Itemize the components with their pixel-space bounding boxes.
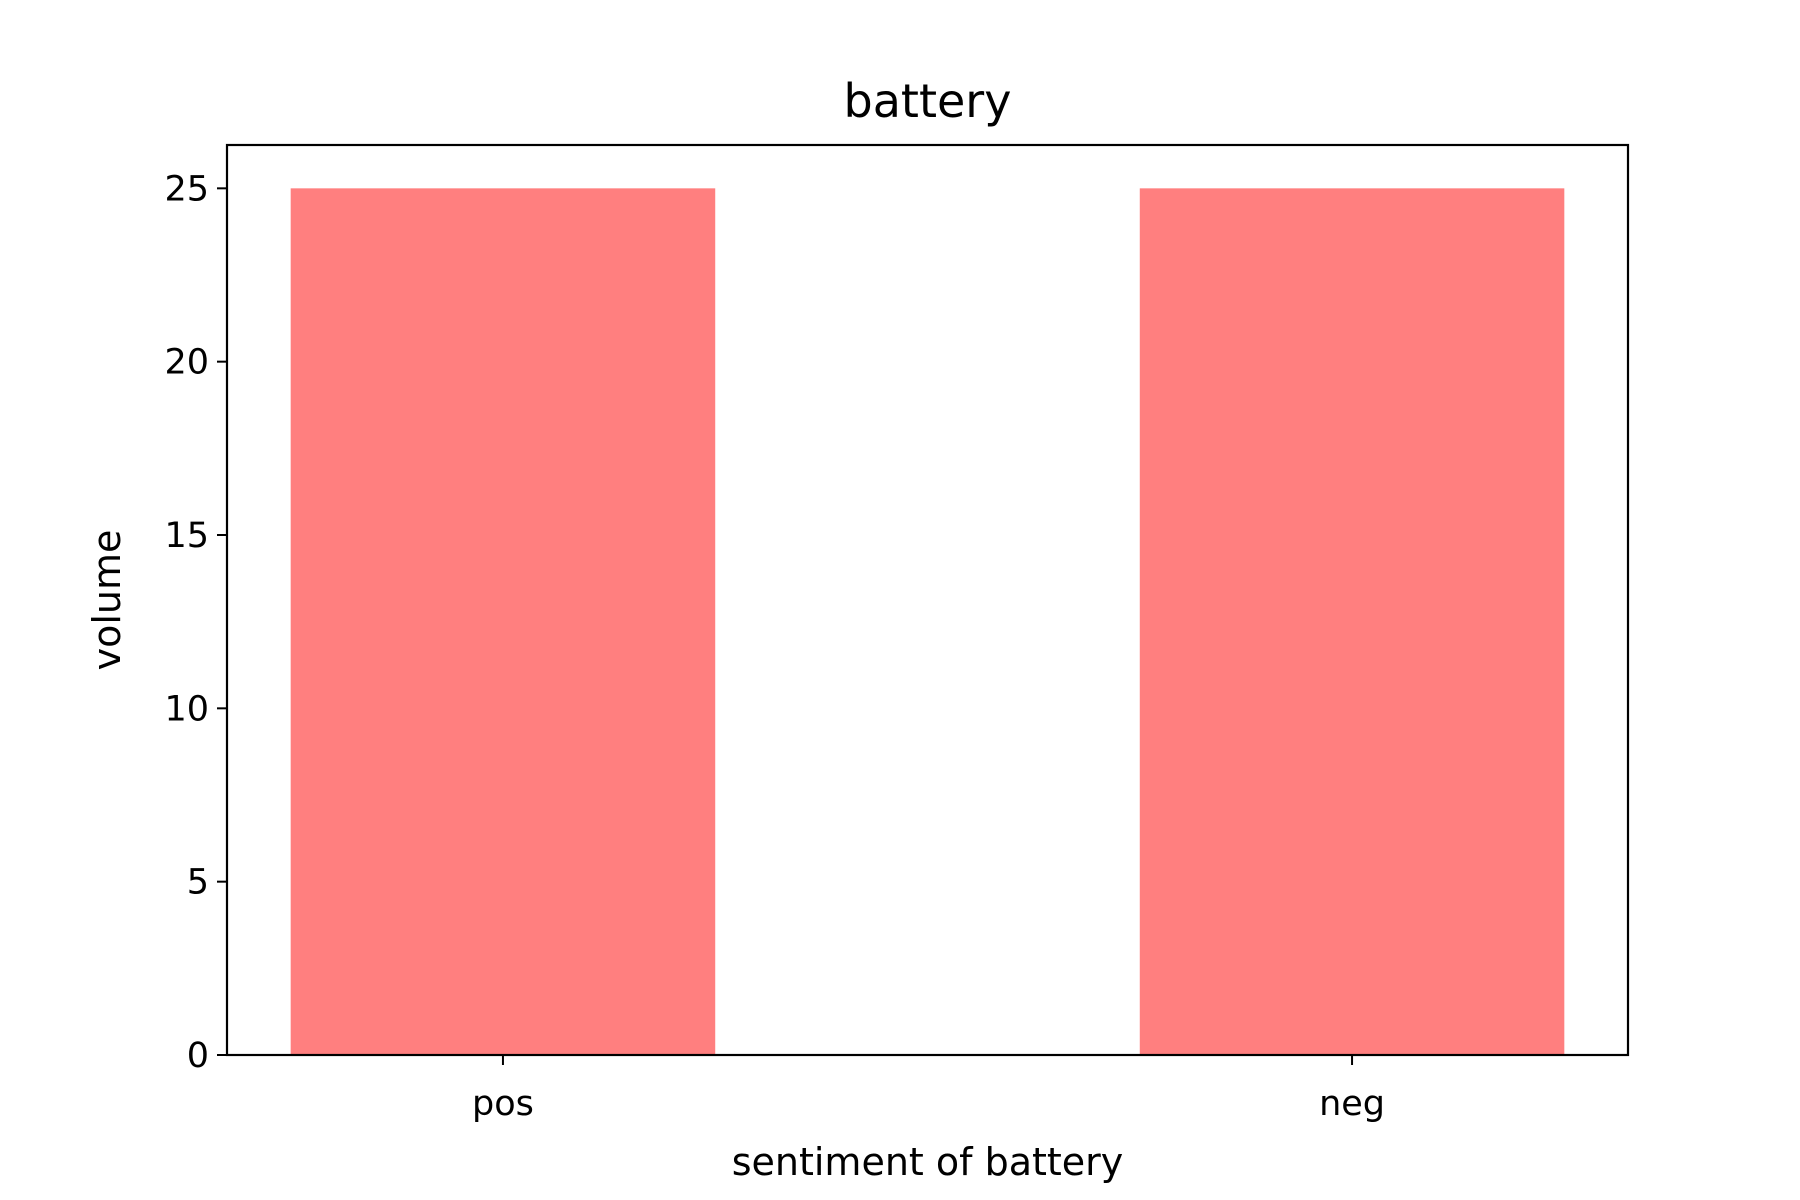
y-tick-label: 0 (187, 1036, 209, 1076)
y-axis-title: volume (85, 530, 129, 671)
x-tick-label: pos (472, 1084, 534, 1124)
y-axis-ticks: 0 5 10 15 20 25 (164, 169, 227, 1076)
x-tick-label: neg (1319, 1084, 1385, 1124)
bar-neg (1139, 188, 1565, 1056)
y-tick-label: 20 (164, 343, 209, 383)
chart-title: battery (844, 74, 1012, 128)
plot-frame (225, 143, 1630, 1057)
y-tick-label: 5 (187, 863, 209, 903)
bar-pos (290, 188, 716, 1056)
y-tick-label: 15 (164, 516, 209, 556)
x-axis-ticks: pos neg (472, 1055, 1385, 1124)
y-tick-label: 10 (164, 689, 209, 729)
x-axis-title: sentiment of battery (732, 1140, 1124, 1184)
bars-layer (290, 188, 1565, 1056)
y-tick-label: 25 (164, 169, 209, 209)
